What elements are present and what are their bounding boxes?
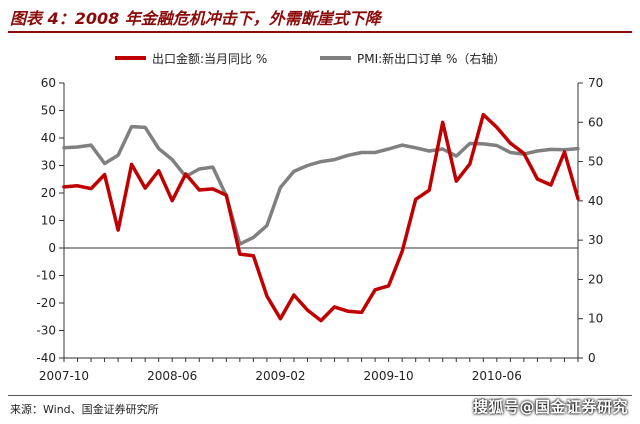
series-lines: [62, 112, 580, 323]
x-tick-label: 2008-06: [147, 369, 197, 383]
y-right-tick-label: 0: [588, 351, 596, 365]
chart-title: 图表 4：2008 年金融危机冲击下，外需断崖式下降: [10, 9, 381, 28]
legend: 出口金额:当月同比 % PMI:新出口订单 %（右轴）: [115, 51, 505, 66]
source-note: 来源：Wind、国金证券研究所: [10, 403, 159, 416]
axes: 60 50 40 30 20 10 0 -10 -20 -30 -40 70 60 50 40 30 20 10 0…: [36, 76, 603, 383]
y-right-tick-label: 70: [588, 76, 603, 90]
y-left-tick-label: -20: [36, 296, 56, 310]
y-left-tick-label: 20: [41, 186, 56, 200]
title-divider: [8, 31, 632, 33]
x-tick-label: 2010-06: [472, 369, 522, 383]
x-tick-label: 2007-10: [39, 369, 89, 383]
x-tick-label: 2009-02: [255, 369, 305, 383]
y-right-tick-label: 20: [588, 272, 603, 286]
y-right-tick-label: 30: [588, 233, 603, 247]
series-line-export-yoy: [62, 112, 580, 323]
y-left-tick-label: 50: [41, 104, 56, 118]
footer-divider: [8, 395, 632, 396]
y-right-tick-label: 60: [588, 115, 603, 129]
y-left-tick-label: 30: [41, 159, 56, 173]
y-left-tick-label: -30: [36, 324, 56, 338]
y-right-tick-label: 40: [588, 194, 603, 208]
y-left-tick-label: -40: [36, 351, 56, 365]
x-tick-label: 2009-10: [364, 369, 414, 383]
watermark: 搜狐号@国金证券研究: [472, 398, 628, 416]
y-left-tick-label: 0: [48, 241, 56, 255]
legend-label-export: 出口金额:当月同比 %: [152, 51, 267, 66]
y-left-tick-label: 10: [41, 214, 56, 228]
y-right-tick-label: 50: [588, 155, 603, 169]
series-line-pmi-new-export-orders: [62, 124, 580, 246]
y-left-tick-label: 60: [41, 76, 56, 90]
y-right-tick-label: 10: [588, 312, 603, 326]
y-left-tick-label: -10: [36, 269, 56, 283]
legend-label-pmi: PMI:新出口订单 %（右轴）: [357, 51, 505, 66]
y-left-tick-label: 40: [41, 131, 56, 145]
